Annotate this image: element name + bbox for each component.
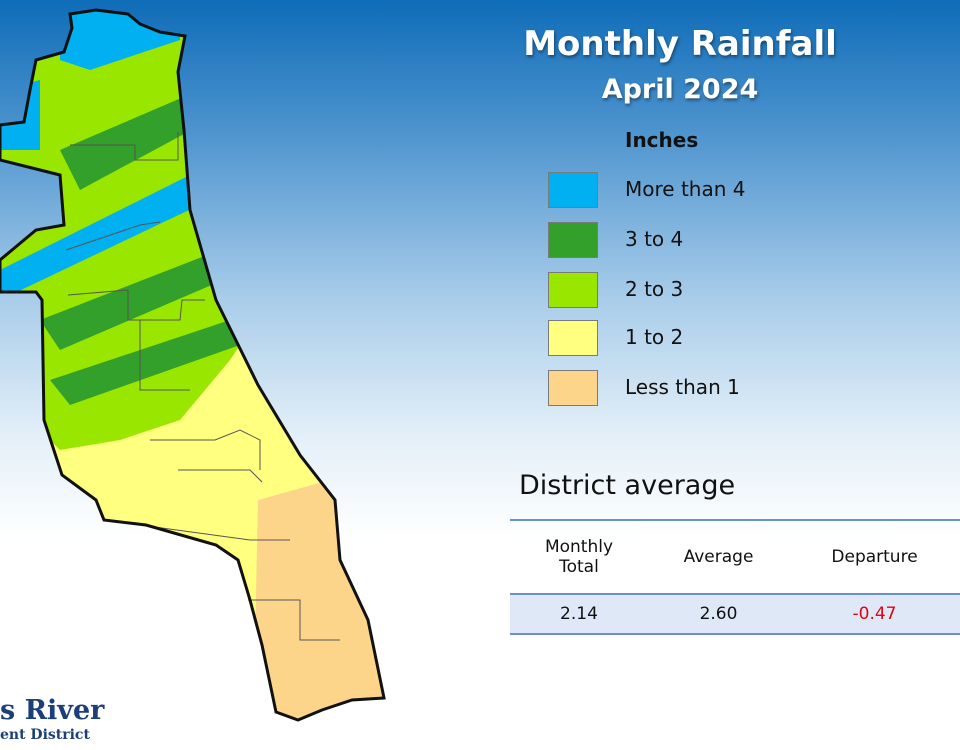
legend-swatch (548, 320, 598, 356)
departure-value: -0.47 (789, 593, 960, 635)
logo-line-2: ent District (0, 727, 90, 743)
rainfall-zone-3-to-4-band-c (50, 320, 240, 405)
legend-label: 3 to 4 (625, 227, 684, 251)
rainfall-zone-3-to-4-band-a (60, 90, 210, 190)
district-average-table: Monthly Total Average Departure 2.14 2.6… (510, 519, 960, 635)
rainfall-map (0, 8, 386, 722)
legend-label: More than 4 (625, 177, 746, 201)
legend-swatch (548, 272, 598, 308)
table-row: 2.14 2.60 -0.47 (510, 593, 960, 635)
average-value: 2.60 (647, 593, 790, 635)
rainfall-zone-more-than-4-west (0, 80, 40, 150)
district-average-heading: District average (519, 470, 736, 501)
legend-label: 1 to 2 (625, 325, 684, 349)
legend-title: Inches (625, 128, 699, 152)
rainfall-zone-more-than-4-band (0, 170, 210, 300)
legend-swatch (548, 370, 598, 406)
legend-label: 2 to 3 (625, 277, 684, 301)
legend-swatch (548, 172, 598, 208)
column-header-departure: Departure (789, 519, 960, 594)
map-subtitle: April 2024 (601, 74, 759, 105)
table-header-row: Monthly Total Average Departure (510, 519, 960, 594)
logo-line-1: s River (0, 695, 105, 726)
monthly-total-value: 2.14 (510, 593, 648, 635)
rainfall-zone-3-to-4-band-b (40, 250, 235, 350)
county-boundaries (65, 132, 340, 641)
district-boundary (0, 8, 386, 722)
legend-label: Less than 1 (625, 375, 740, 399)
map-title: Monthly Rainfall (523, 24, 837, 64)
column-header-average: Average (647, 519, 790, 594)
column-header-monthly-total: Monthly Total (510, 519, 648, 594)
legend-swatch (548, 222, 598, 258)
